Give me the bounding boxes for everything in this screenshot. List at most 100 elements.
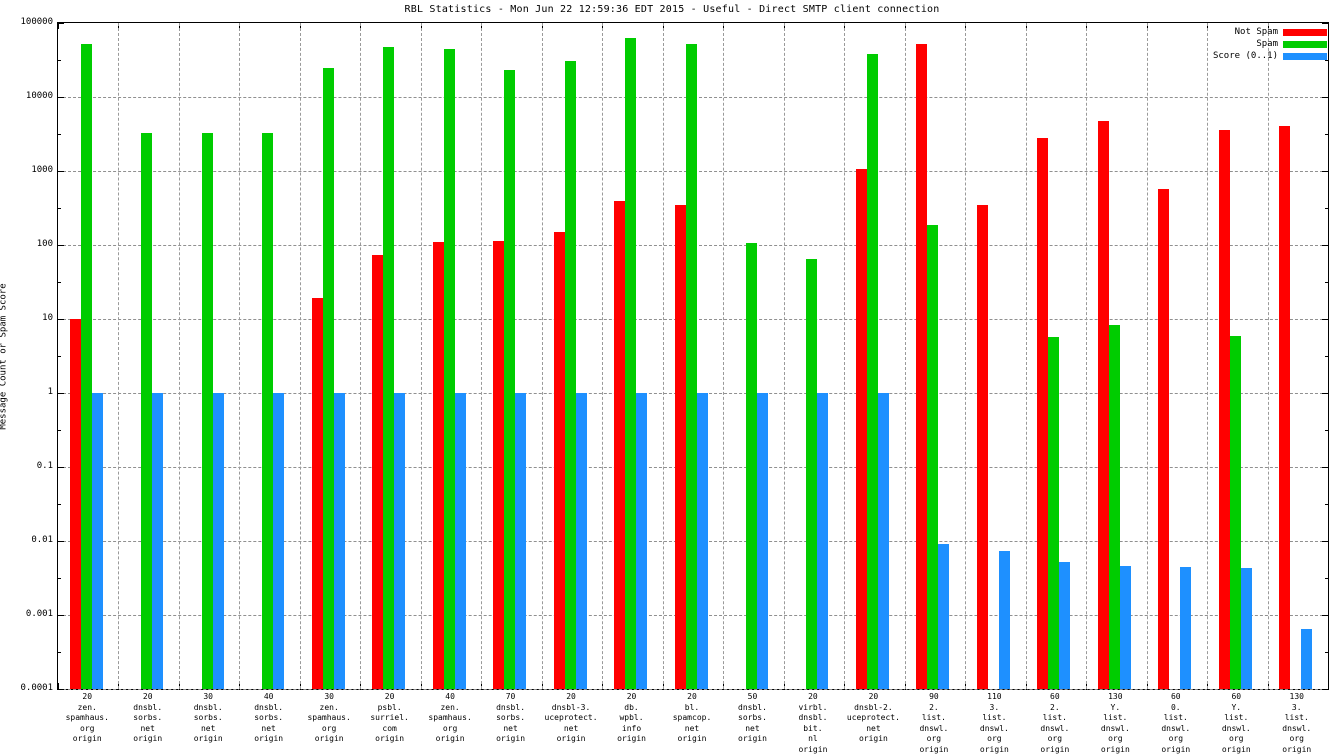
y-axis-minor-tick	[1325, 356, 1329, 357]
y-axis-tick	[1322, 467, 1329, 468]
gridline-x	[178, 23, 180, 689]
bar-score-0-1	[1301, 628, 1313, 689]
y-axis-tick	[57, 393, 64, 394]
y-axis-tick	[57, 23, 64, 24]
x-axis-tick-label: 60 0. list. dnswl. org origin	[1161, 692, 1191, 754]
y-axis-minor-tick	[1325, 134, 1329, 135]
bar-not-spam	[674, 204, 686, 689]
bar-not-spam	[1037, 137, 1049, 689]
bar-spam	[866, 54, 878, 689]
y-axis-tick	[1322, 245, 1329, 246]
bar-spam	[262, 132, 274, 689]
gridline-x	[965, 23, 967, 689]
bar-score-0-1	[756, 393, 768, 689]
bar-not-spam	[1279, 126, 1291, 689]
legend-swatch	[1283, 53, 1327, 60]
bar-not-spam	[1097, 121, 1109, 689]
y-axis-minor-tick	[1325, 208, 1329, 209]
bar-not-spam	[1218, 129, 1230, 689]
y-axis-tick	[1322, 97, 1329, 98]
bar-spam	[1108, 325, 1120, 689]
y-axis-minor-tick	[1325, 652, 1329, 653]
legend-item: Spam	[1197, 39, 1327, 50]
y-axis-minor-tick	[1325, 60, 1329, 61]
y-axis-minor-tick	[57, 208, 61, 209]
bar-spam	[504, 70, 516, 689]
x-axis-tick-label: 20 zen. spamhaus. org origin	[65, 692, 109, 743]
bar-not-spam	[493, 241, 505, 689]
gridline-x	[662, 23, 664, 689]
bar-not-spam	[432, 241, 444, 689]
x-axis-tick-label: 40 dnsbl. sorbs. net origin	[254, 692, 284, 743]
bar-not-spam	[976, 204, 988, 689]
x-axis-tick-label: 130 3. list. dnswl. org origin	[1282, 692, 1312, 754]
x-axis-tick	[58, 22, 59, 29]
y-axis-tick-label: 10	[42, 313, 53, 323]
gridline-x	[118, 23, 120, 689]
x-axis-tick-label: 20 dnsbl-3. uceprotect. net origin	[544, 692, 598, 743]
y-axis-tick	[1322, 23, 1329, 24]
bar-spam	[685, 44, 697, 689]
x-axis-tick-labels: 20 zen. spamhaus. org origin 20 dnsbl. so…	[57, 692, 1327, 756]
x-axis-tick-label: 50 dnsbl. sorbs. net origin	[738, 692, 767, 743]
gridline-x	[420, 23, 422, 689]
y-axis-tick	[57, 615, 64, 616]
legend-label: Score (0..1)	[1212, 51, 1278, 61]
y-axis-tick-label: 0.001	[25, 609, 53, 619]
x-axis-tick-label: 40 zen. spamhaus. org origin	[428, 692, 472, 743]
bar-not-spam	[69, 319, 81, 689]
legend-swatch	[1283, 29, 1327, 36]
y-axis-tick-label: 100000	[20, 17, 53, 27]
bar-score-0-1	[212, 393, 224, 689]
x-axis-tick-label: 60 2. list. dnswl. org origin	[1040, 692, 1070, 754]
y-axis-tick	[1322, 541, 1329, 542]
y-axis-tick	[57, 689, 64, 690]
gridline-x	[299, 23, 301, 689]
x-axis-tick-label: 30 zen. spamhaus. org origin	[307, 692, 351, 743]
y-axis-minor-tick	[57, 504, 61, 505]
gridline-y	[58, 689, 1328, 690]
y-axis-tick	[1322, 393, 1329, 394]
bar-spam	[625, 38, 637, 689]
gridline-x	[1146, 23, 1148, 689]
y-axis-minor-tick	[57, 430, 61, 431]
y-axis-minor-tick	[57, 282, 61, 283]
bar-score-0-1	[1119, 565, 1131, 689]
bar-score-0-1	[575, 393, 587, 689]
bar-score-0-1	[152, 393, 164, 689]
gridline-x	[904, 23, 906, 689]
x-axis-tick-label: 20 bl. spamcop. net origin	[672, 692, 712, 743]
bar-spam	[383, 46, 395, 689]
y-axis-tick	[57, 97, 64, 98]
bar-not-spam	[614, 201, 626, 689]
gridline-x	[1025, 23, 1027, 689]
bar-score-0-1	[454, 393, 466, 689]
x-axis-tick-label: 20 db. wpbl. info origin	[617, 692, 646, 743]
y-axis-tick	[1322, 615, 1329, 616]
gridline-x	[1207, 23, 1209, 689]
y-axis-tick	[57, 541, 64, 542]
x-axis-tick-label: 20 psbl. surriel. com origin	[370, 692, 409, 743]
gridline-x	[360, 23, 362, 689]
y-axis-tick-label: 100	[36, 239, 53, 249]
gridline-x	[783, 23, 785, 689]
x-axis-tick-label: 20 virbl. dnsbl. bit. nl origin	[798, 692, 828, 754]
y-axis-minor-tick	[1325, 430, 1329, 431]
legend-swatch	[1283, 41, 1327, 48]
bar-spam	[443, 48, 455, 689]
bar-spam	[141, 132, 153, 689]
x-axis-tick	[58, 683, 59, 690]
y-axis-minor-tick	[1325, 578, 1329, 579]
bar-spam	[927, 225, 939, 689]
plot-area	[57, 22, 1329, 690]
x-axis-tick-label: 70 dnsbl. sorbs. net origin	[496, 692, 526, 743]
bar-not-spam	[916, 44, 928, 689]
bar-spam	[322, 67, 334, 689]
bars-layer	[58, 23, 1328, 689]
y-axis-tick-label: 1	[47, 387, 53, 397]
bar-not-spam	[1158, 188, 1170, 689]
x-axis-tick-label: 60 Y. list. dnswl. org origin	[1221, 692, 1251, 754]
x-axis-tick-label: 20 dnsbl-2. uceprotect. net origin	[846, 692, 900, 743]
y-axis-tick	[57, 171, 64, 172]
